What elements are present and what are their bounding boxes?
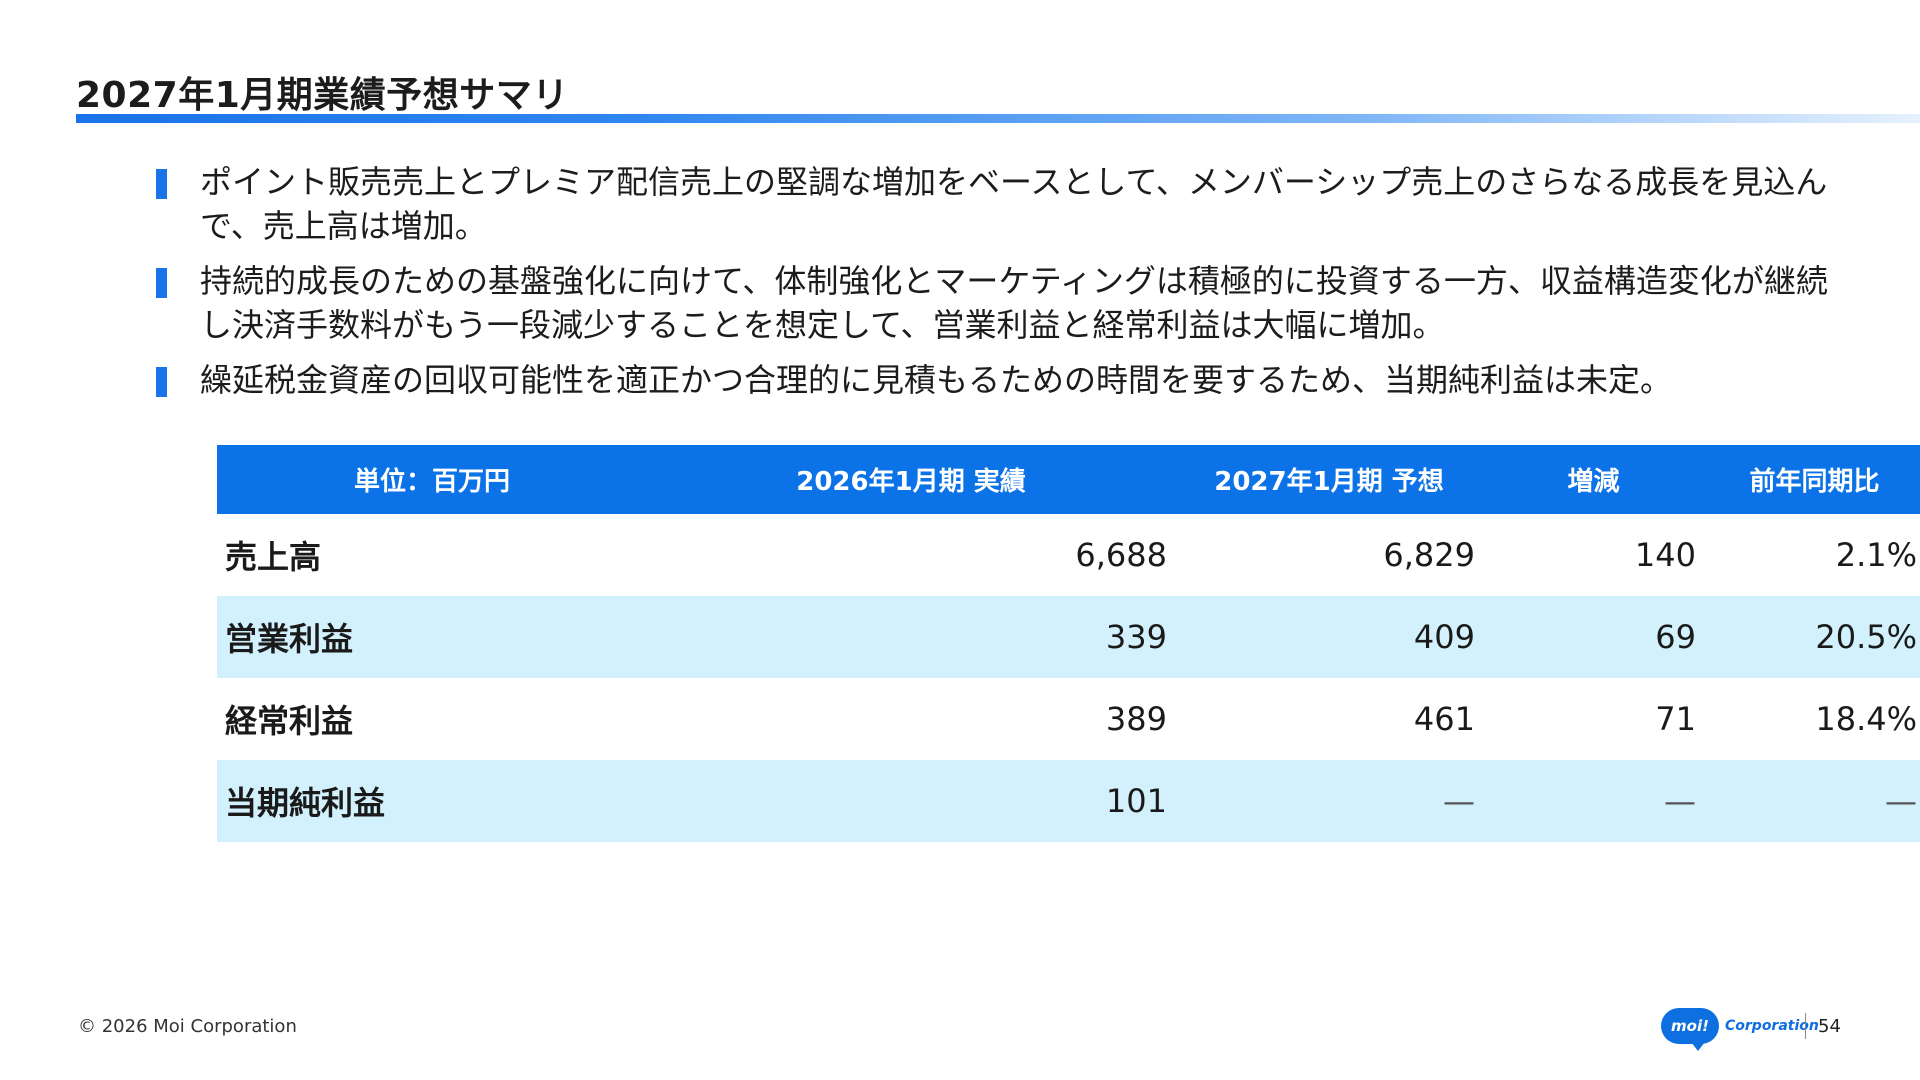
cell-change: 71 [1655,700,1696,738]
bullet-text: 持続的成長のための基盤強化に向けて、体制強化とマーケティングは積極的に投資する一… [200,262,1828,344]
bullet-text: ポイント販売売上とプレミア配信売上の堅調な増加をベースとして、メンバーシップ売上… [200,163,1828,245]
table-row: 経常利益 389 461 71 18.4% [217,678,1920,760]
cell-forecast: 6,829 [1383,536,1475,574]
copyright-text: © 2026 Moi Corporation [78,1016,297,1037]
table-row: 当期純利益 101 — — — [217,760,1920,842]
cell-actual: 101 [647,760,1175,842]
header-forecast: 2027年1月期 予想 [1175,445,1483,514]
page-number: 54 [1818,1016,1841,1037]
forecast-summary-table: 単位：百万円 2026年1月期 実績 2027年1月期 予想 増減 前年同期比 … [217,445,1920,842]
row-label: 当期純利益 [217,760,647,842]
cell-yoy: 2.1% [1835,536,1917,574]
cell-actual: 339 [647,596,1175,678]
cell-yoy: — [1704,760,1920,842]
page-title: 2027年1月期業績予想サマリ [76,75,569,116]
bullet-list: ポイント販売売上とプレミア配信売上の堅調な増加をベースとして、メンバーシップ売上… [156,160,1856,413]
cell-forecast: 461 [1413,700,1475,738]
row-label: 売上高 [225,538,322,576]
cell-yoy: 18.4% [1815,700,1917,738]
cell-actual: 389 [1105,700,1167,738]
cell-change: 140 [1634,536,1696,574]
bullet-item-2: 持続的成長のための基盤強化に向けて、体制強化とマーケティングは積極的に投資する一… [156,259,1856,347]
table-row: 売上高 6,688 6,829 140 2.1% [217,514,1920,596]
logo-mark-text: moi! [1671,1017,1709,1035]
table-header-row: 単位：百万円 2026年1月期 実績 2027年1月期 予想 増減 前年同期比 [217,445,1920,514]
table-row: 営業利益 339 409 69 20.5% [217,596,1920,678]
cell-change: — [1483,760,1704,842]
bullet-item-1: ポイント販売売上とプレミア配信売上の堅調な増加をベースとして、メンバーシップ売上… [156,160,1856,248]
header-unit: 単位：百万円 [217,445,647,514]
cell-forecast: 409 [1175,596,1483,678]
bullet-marker-icon [156,367,167,397]
cell-yoy: 20.5% [1704,596,1920,678]
bullet-marker-icon [156,268,167,298]
cell-actual: 6,688 [1075,536,1167,574]
bullet-marker-icon [156,169,167,199]
speech-bubble-logo-icon: moi! [1661,1008,1719,1051]
cell-change: 69 [1483,596,1704,678]
header-yoy: 前年同期比 [1704,445,1920,514]
bullet-text: 繰延税金資産の回収可能性を適正かつ合理的に見積もるための時間を要するため、当期純… [200,361,1673,399]
cell-forecast: — [1175,760,1483,842]
title-underline-bar [76,114,1920,123]
logo-wordmark: Corporation [1725,1018,1819,1034]
header-change: 増減 [1483,445,1704,514]
row-label: 営業利益 [217,596,647,678]
row-label: 経常利益 [225,702,354,740]
bubble-tail-icon [1691,1042,1705,1051]
footer-divider [1805,1013,1806,1039]
company-logo: moi! Corporation [1661,1006,1819,1051]
header-actual: 2026年1月期 実績 [647,445,1175,514]
bullet-item-3: 繰延税金資産の回収可能性を適正かつ合理的に見積もるための時間を要するため、当期純… [156,358,1856,402]
